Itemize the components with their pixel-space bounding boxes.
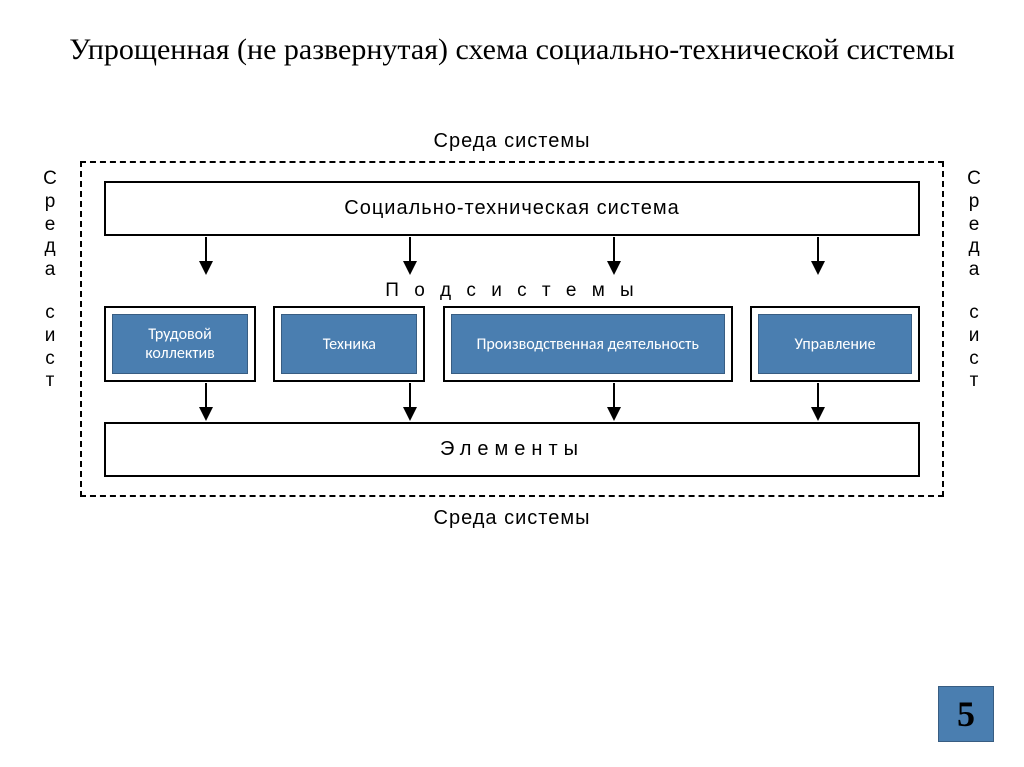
page-title: Упрощенная (не развернутая) схема социал…: [0, 0, 1024, 79]
diagram: Средасист Средасист Среда системы Социал…: [40, 130, 984, 610]
subsystem-box: Трудовой коллектив: [112, 314, 248, 374]
arrow-down-icon: [308, 237, 512, 275]
arrow-down-icon: [716, 383, 920, 421]
main-system-box: Социально-техническая система: [104, 181, 920, 236]
arrow-down-icon: [512, 237, 716, 275]
subsystem-container: Управление: [750, 306, 920, 382]
subsystem-container: Трудовой коллектив: [104, 306, 256, 382]
arrow-row-top: [104, 236, 920, 276]
env-label-bottom: Среда системы: [40, 507, 984, 530]
subsystem-container: Производственная деятельность: [443, 306, 733, 382]
arrow-row-bottom: [104, 382, 920, 422]
arrow-down-icon: [716, 237, 920, 275]
subsystem-container: Техника: [273, 306, 425, 382]
arrow-down-icon: [104, 383, 308, 421]
arrow-down-icon: [308, 383, 512, 421]
subsystem-box: Управление: [758, 314, 912, 374]
arrow-down-icon: [104, 237, 308, 275]
system-boundary: Социально-техническая система: [80, 161, 944, 497]
env-label-right: Средасист: [964, 168, 984, 393]
elements-box: Элементы: [104, 422, 920, 477]
arrow-down-icon: [512, 383, 716, 421]
subsystem-box: Техника: [281, 314, 417, 374]
env-label-left: Средасист: [40, 168, 60, 393]
subsystem-box: Производственная деятельность: [451, 314, 725, 374]
subsystems-row: Трудовой коллектив Техника Производствен…: [104, 306, 920, 382]
env-label-top: Среда системы: [40, 130, 984, 153]
subsystems-label: П о д с и с т е м ы: [104, 278, 920, 304]
page-number: 5: [938, 686, 994, 742]
